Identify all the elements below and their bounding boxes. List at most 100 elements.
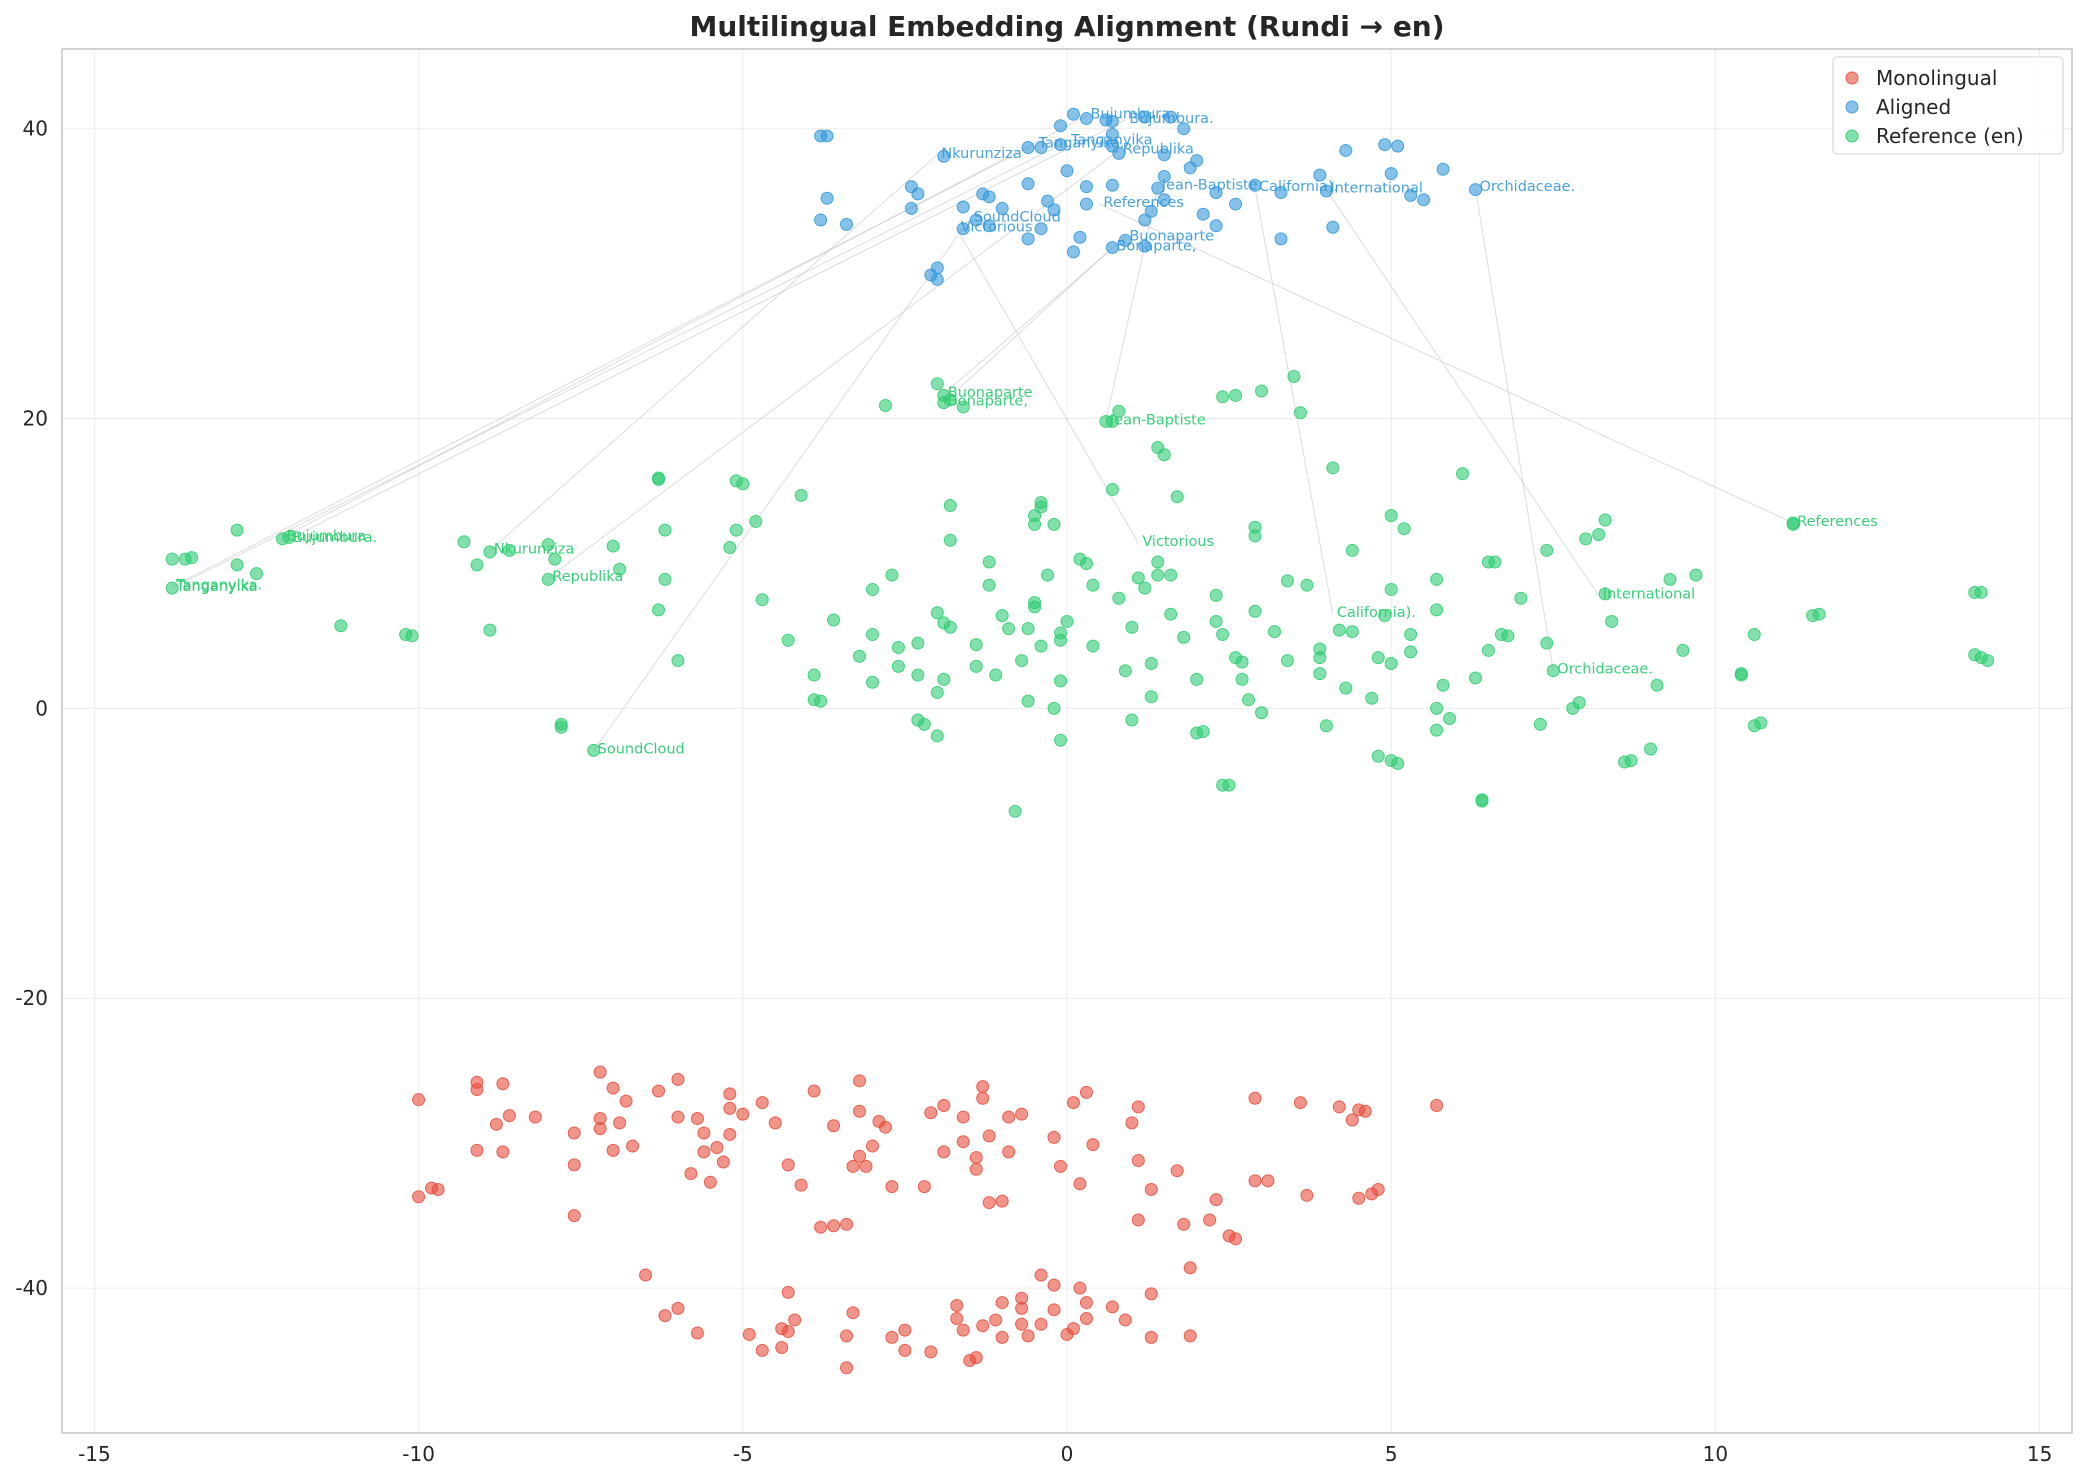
monolingual-point — [950, 1312, 964, 1326]
reference-en-point — [1008, 804, 1022, 818]
reference-en-point — [1384, 583, 1398, 597]
reference-en-point — [1164, 568, 1178, 582]
monolingual-point — [1047, 1278, 1061, 1292]
monolingual-point — [976, 1091, 990, 1105]
monolingual-point — [768, 1116, 782, 1130]
reference-en-point — [1086, 578, 1100, 592]
monolingual-point — [982, 1196, 996, 1210]
reference-en-point — [1605, 614, 1619, 628]
monolingual-point — [1086, 1138, 1100, 1152]
aligned-word-label: Bonaparte, — [1116, 239, 1196, 255]
reference-en-point — [930, 729, 944, 743]
monolingual-point — [840, 1329, 854, 1343]
alignment-connector-line — [1105, 186, 1159, 422]
reference-en-point — [865, 675, 879, 689]
reference-en-point — [1054, 674, 1068, 688]
monolingual-point — [969, 1162, 983, 1176]
reference-en-point — [658, 572, 672, 586]
reference-en-point — [1248, 604, 1262, 618]
x-tick-label: -10 — [402, 1442, 435, 1466]
reference-en-point — [1170, 490, 1184, 504]
axis-ticks: -15 -10 -5 0 5 10 15 -40 -20 0 20 40 — [15, 117, 2052, 1466]
aligned-point — [1183, 161, 1197, 175]
series-aligned — [814, 107, 1482, 286]
monolingual-point — [697, 1126, 711, 1140]
monolingual-point — [995, 1330, 1009, 1344]
reference-en-point — [1047, 517, 1061, 531]
aligned-point — [1112, 146, 1126, 160]
reference-en-point — [969, 659, 983, 673]
monolingual-point — [1079, 1085, 1093, 1099]
reference-word-label: Buonaparte — [948, 385, 1033, 401]
aligned-point — [1391, 139, 1405, 153]
monolingual-point — [1021, 1329, 1035, 1343]
aligned-point — [1021, 232, 1035, 246]
aligned-point — [982, 219, 996, 233]
reference-en-point — [1974, 585, 1988, 599]
aligned-word-label: Tanganyika. — [1038, 136, 1125, 152]
chart-title: Multilingual Embedding Alignment (Rundi … — [689, 10, 1444, 43]
monolingual-point — [716, 1155, 730, 1169]
reference-en-point — [1384, 509, 1398, 523]
monolingual-point — [982, 1129, 996, 1143]
reference-en-point — [1481, 643, 1495, 657]
monolingual-point — [853, 1149, 867, 1163]
x-tick-label: 5 — [1385, 1442, 1398, 1466]
alignment-connector-line — [1254, 188, 1334, 615]
aligned-point — [1041, 194, 1055, 208]
monolingual-point — [1105, 1300, 1119, 1314]
monolingual-point — [1229, 1232, 1243, 1246]
monolingual-point — [1118, 1313, 1132, 1327]
reference-en-point — [1300, 578, 1314, 592]
reference-en-point — [1650, 678, 1664, 692]
reference-en-point — [1540, 543, 1554, 557]
reference-en-point — [827, 613, 841, 627]
reference-en-point — [1151, 568, 1165, 582]
reference-en-point — [1436, 678, 1450, 692]
reference-en-point — [1157, 448, 1171, 462]
alignment-connector-line — [171, 144, 1035, 588]
aligned-word-label: Nkurunziza — [941, 146, 1021, 162]
monolingual-point — [898, 1343, 912, 1357]
monolingual-point — [593, 1065, 607, 1079]
monolingual-point — [496, 1145, 510, 1159]
reference-en-point — [891, 641, 905, 655]
aligned-point — [956, 200, 970, 214]
reference-en-point — [1054, 733, 1068, 747]
x-tick-label: 10 — [1703, 1442, 1728, 1466]
monolingual-point — [710, 1141, 724, 1155]
reference-en-point — [1190, 672, 1204, 686]
reference-en-point — [865, 627, 879, 641]
reference-en-point — [1287, 370, 1301, 384]
reference-en-point — [1105, 414, 1119, 428]
monolingual-point — [846, 1306, 860, 1320]
aligned-point — [1079, 112, 1093, 126]
legend-box — [1832, 56, 2064, 155]
monolingual-point — [690, 1112, 704, 1126]
monolingual-point — [1170, 1164, 1184, 1178]
reference-en-point — [1319, 719, 1333, 733]
monolingual-point — [937, 1098, 951, 1112]
reference-word-label: International — [1603, 586, 1696, 602]
alignment-connector-line — [943, 247, 1113, 403]
monolingual-point — [1073, 1177, 1087, 1191]
reference-en-point — [470, 558, 484, 572]
reference-en-point — [1028, 596, 1042, 610]
reference-en-point — [1404, 645, 1418, 659]
scatter-points — [165, 107, 1995, 1375]
reference-en-point — [1144, 656, 1158, 670]
reference-en-point — [541, 572, 555, 586]
aligned-point — [1105, 178, 1119, 192]
reference-en-point — [1430, 603, 1444, 617]
reference-en-point — [1371, 651, 1385, 665]
reference-en-point — [1533, 717, 1547, 731]
legend-label-monolingual: Monolingual — [1876, 66, 1997, 90]
aligned-point — [1209, 219, 1223, 233]
aligned-point — [1054, 138, 1068, 152]
monolingual-point — [950, 1298, 964, 1312]
reference-en-point — [250, 567, 264, 581]
monolingual-point — [840, 1361, 854, 1375]
monolingual-point — [814, 1220, 828, 1234]
monolingual-point — [658, 1309, 672, 1323]
